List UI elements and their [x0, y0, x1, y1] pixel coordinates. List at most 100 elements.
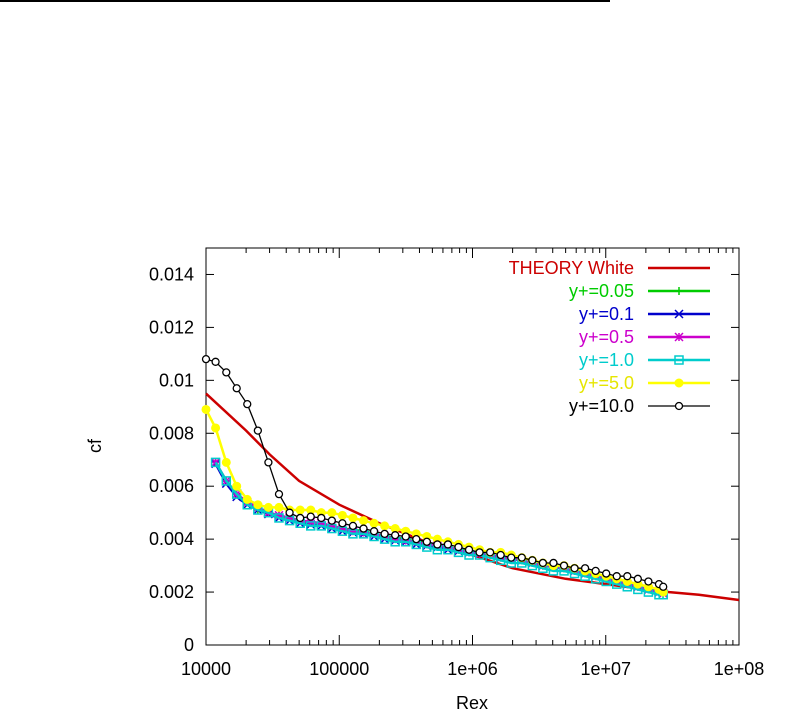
- legend-marker: [674, 309, 684, 319]
- legend-label: y+=0.1: [579, 304, 634, 324]
- data-point: [380, 529, 389, 538]
- data-point: [201, 355, 211, 364]
- data-point: [412, 534, 421, 544]
- axis-ticks: 0 0.002 0.004 0.006 0.008 0.01 0.012 0.014 10000…: [149, 248, 764, 679]
- data-point: [475, 548, 484, 557]
- data-point: [464, 545, 474, 554]
- data-point: [253, 500, 263, 510]
- data-point: [264, 458, 273, 467]
- x-axis-label: Rex: [456, 693, 488, 713]
- y-tick-label: 0.004: [149, 529, 194, 549]
- data-point: [369, 527, 379, 536]
- y-tick-label: 0: [184, 635, 194, 655]
- data-point: [221, 476, 232, 486]
- data-point: [401, 532, 410, 541]
- top-divider-line: [0, 0, 610, 2]
- series-y+=10.0: [201, 355, 668, 591]
- data-point: [316, 518, 326, 528]
- data-point: [549, 558, 558, 568]
- data-point: [296, 513, 305, 523]
- data-point: [274, 502, 284, 512]
- data-point: [348, 526, 358, 536]
- data-point: [221, 457, 231, 467]
- data-point: [517, 553, 526, 562]
- y-tick-label: 0.002: [149, 582, 194, 602]
- data-point: [391, 531, 400, 540]
- y-tick-label: 0.012: [149, 317, 194, 337]
- data-point: [348, 521, 358, 531]
- data-point: [337, 524, 347, 534]
- data-point: [211, 457, 221, 467]
- data-point: [285, 513, 295, 523]
- x-tick-label: 100000: [309, 659, 369, 679]
- data-point: [659, 582, 668, 591]
- data-point: [422, 537, 431, 546]
- data-point: [623, 572, 632, 581]
- y-axis-label: cf: [85, 438, 105, 453]
- y-tick-label: 0.01: [159, 370, 194, 390]
- data-point: [242, 494, 252, 504]
- series-line: [205, 358, 664, 588]
- legend-label: y+=5.0: [579, 373, 634, 393]
- data-point: [485, 548, 495, 557]
- data-point: [305, 521, 316, 531]
- data-point: [306, 512, 315, 521]
- data-point: [263, 502, 273, 512]
- data-point: [559, 561, 569, 570]
- y-tick-label: 0.008: [149, 423, 194, 443]
- data-point: [337, 510, 347, 520]
- data-point: [253, 426, 263, 435]
- x-tick-label: 1e+06: [447, 659, 498, 679]
- legend-marker: [674, 401, 684, 411]
- series-THEORY White: [205, 392, 740, 602]
- data-point: [369, 518, 379, 528]
- legend-marker: [674, 378, 684, 388]
- data-point: [338, 519, 347, 528]
- legend-marker: [674, 355, 684, 365]
- data-point: [211, 357, 220, 366]
- data-point: [538, 558, 548, 568]
- legend-label: y+=0.05: [569, 281, 634, 301]
- data-point: [496, 550, 505, 560]
- data-point: [327, 516, 337, 525]
- legend-label: y+=0.5: [579, 327, 634, 347]
- data-point: [295, 505, 305, 515]
- data-point: [633, 574, 642, 583]
- x-tick-label: 1e+07: [580, 659, 631, 679]
- data-point: [210, 457, 221, 468]
- legend-label: y+=10.0: [569, 396, 634, 416]
- series-line: [205, 392, 740, 602]
- data-point: [612, 572, 621, 581]
- series-line: [214, 461, 664, 596]
- data-point: [232, 481, 242, 491]
- x-tick-label: 1e+08: [714, 659, 765, 679]
- data-point: [602, 569, 611, 578]
- data-point: [327, 521, 337, 531]
- data-point: [348, 513, 358, 523]
- data-point: [274, 489, 284, 499]
- x-tick-label: 10000: [181, 659, 231, 679]
- legend: THEORY White y+=0.05 y+=0.1 y+=0.5 y+=1.0 y+=…: [509, 258, 710, 416]
- legend-marker: [674, 332, 684, 342]
- data-point: [211, 423, 221, 433]
- y-tick-label: 0.006: [149, 476, 194, 496]
- data-point: [222, 368, 231, 377]
- data-point: [454, 542, 463, 552]
- legend-label: THEORY White: [509, 258, 634, 278]
- data-point: [580, 564, 590, 573]
- data-point: [443, 540, 453, 549]
- data-point: [433, 540, 442, 549]
- data-point: [285, 508, 294, 517]
- data-point: [380, 521, 390, 531]
- series-layer: [201, 355, 740, 602]
- data-point: [274, 513, 284, 523]
- legend-marker: [675, 287, 683, 295]
- legend-label: y+=1.0: [579, 350, 634, 370]
- data-point: [507, 553, 516, 562]
- data-point: [644, 577, 653, 586]
- data-point: [232, 384, 241, 393]
- data-point: [591, 566, 600, 576]
- series-line: [204, 408, 664, 594]
- data-point: [359, 524, 368, 533]
